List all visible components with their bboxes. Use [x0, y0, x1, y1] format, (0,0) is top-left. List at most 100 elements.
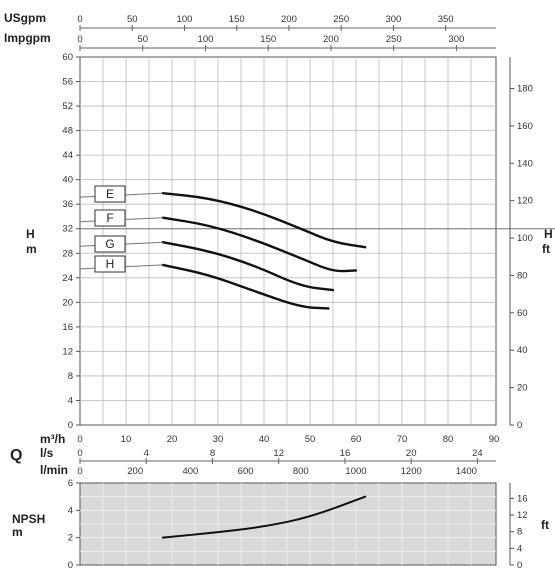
m3h-tick-group: 0 10 20 30 40 50 60 70 80 90 [77, 434, 499, 445]
m3h-tick-label: 30 [213, 434, 224, 445]
m3h-tick-label: 70 [397, 434, 408, 445]
head-left-tick-label: 0 [68, 420, 73, 431]
usgpm-tick-group: 0 50 100 150 200 250 300 350 [77, 14, 454, 31]
lmin-tick-label: 800 [293, 466, 309, 477]
npsh-left-unit: m [12, 525, 23, 539]
head-left-tick-label: 4 [68, 395, 73, 406]
impgpm-tick-label: 300 [449, 34, 465, 45]
head-left-tick-label: 32 [62, 224, 73, 235]
m3h-tick-label: 0 [77, 434, 82, 445]
npsh-right-tick-label: 16 [517, 493, 528, 504]
head-right-tick-label: 180 [517, 84, 533, 95]
head-curve-g [161, 241, 335, 292]
lmin-tick-label: 1200 [401, 466, 422, 477]
npsh-right-tick-label: 8 [517, 527, 522, 538]
ls-tick-label: 24 [472, 448, 483, 459]
m3h-tick-label: 90 [489, 434, 500, 445]
head-left-tick-label: 48 [62, 126, 73, 137]
head-left-tick-label: 52 [62, 101, 73, 112]
npsh-left-tick-label: 6 [68, 478, 73, 489]
usgpm-unit-label: USgpm [4, 11, 46, 25]
q-scales: Q m³/h 0 10 20 30 40 50 60 70 80 90 l/s 0 4 8 12 16 20… [10, 432, 499, 477]
head-left-tick-label: 28 [62, 248, 73, 259]
usgpm-tick-label: 0 [77, 14, 82, 25]
lmin-tick-label: 1000 [345, 466, 366, 477]
curve-label-box [94, 209, 126, 227]
npsh-curve [161, 495, 367, 539]
top-scales: USgpm 0 50 100 150 200 250 300 350 Impgpm 0 50 10… [4, 11, 496, 51]
curve-label-h: H [106, 257, 115, 271]
lmin-unit-label: l/min [40, 463, 68, 477]
head-right-tick-label: 80 [517, 270, 528, 281]
head-right-tick-label: 60 [517, 308, 528, 319]
head-curve-h [161, 263, 330, 310]
head-left-tick-label: 36 [62, 199, 73, 210]
ls-tick-label: 20 [406, 448, 417, 459]
head-right-label-ft: ft [542, 242, 550, 256]
curve-label-f: F [106, 211, 113, 225]
lmin-tick-label: 600 [238, 466, 254, 477]
lmin-tick-label: 400 [182, 466, 198, 477]
npsh-right-tick-label: 0 [517, 560, 522, 571]
npsh-chart: 0 2 4 6 0 4 8 12 16 NPSH m ft [12, 478, 549, 571]
head-left-label-h: H [26, 227, 35, 241]
head-curve-e [161, 191, 367, 249]
curve-label-g: G [105, 237, 114, 251]
head-right-tick-label: 0 [517, 420, 522, 431]
m3h-tick-label: 40 [259, 434, 270, 445]
head-left-tick-label: 8 [68, 371, 73, 382]
m3h-tick-label: 50 [305, 434, 316, 445]
head-left-tick-label: 44 [62, 150, 73, 161]
lmin-tick-group: 0 200 400 600 800 1000 1200 1400 [77, 466, 477, 477]
impgpm-tick-label: 150 [260, 34, 276, 45]
npsh-left-tick-label: 2 [68, 533, 73, 544]
head-right-tick-label: 100 [517, 233, 533, 244]
ls-tick-group: 0 4 8 12 16 20 24 [77, 448, 483, 464]
usgpm-tick-label: 250 [333, 14, 349, 25]
usgpm-tick-label: 50 [127, 14, 138, 25]
head-left-tick-label: 12 [62, 346, 73, 357]
usgpm-tick-label: 200 [281, 14, 297, 25]
npsh-left-tick-label: 4 [68, 505, 73, 516]
usgpm-tick-label: 150 [229, 14, 245, 25]
impgpm-tick-label: 0 [77, 34, 82, 45]
npsh-right-unit: ft [541, 518, 549, 532]
npsh-series-group [161, 495, 367, 539]
head-left-tick-label: 20 [62, 297, 73, 308]
npsh-grid [80, 483, 496, 565]
impgpm-tick-label: 200 [323, 34, 339, 45]
q-label: Q [10, 447, 22, 464]
head-left-tick-label: 16 [62, 322, 73, 333]
usgpm-tick-label: 350 [438, 14, 454, 25]
m3h-tick-label: 10 [121, 434, 132, 445]
head-series-group [79, 191, 367, 310]
npsh-right-ticks: 0 4 8 12 16 [509, 483, 528, 571]
npsh-left-ticks: 0 2 4 6 [68, 478, 80, 571]
m3h-tick-label: 80 [443, 434, 454, 445]
curve-label-box [94, 255, 126, 273]
head-plot-area [79, 56, 497, 426]
m3h-tick-label: 60 [351, 434, 362, 445]
head-curve-f [161, 216, 358, 273]
impgpm-tick-group: 0 50 100 150 200 250 300 [77, 34, 464, 51]
head-right-tick-label: 120 [517, 196, 533, 207]
head-left-tick-label: 24 [62, 273, 73, 284]
curve-label-box [94, 185, 126, 203]
lmin-tick-label: 0 [77, 466, 82, 477]
head-right-tick-label: 160 [517, 121, 533, 132]
impgpm-tick-label: 250 [386, 34, 402, 45]
head-right-tick-label: 140 [517, 158, 533, 169]
head-left-label-m: m [26, 242, 37, 256]
impgpm-tick-label: 100 [198, 34, 214, 45]
head-right-tick-label: 20 [517, 383, 528, 394]
curve-label-e: E [106, 187, 114, 201]
curve-label-box [94, 235, 126, 253]
ls-tick-label: 16 [340, 448, 351, 459]
impgpm-unit-label: Impgpm [4, 31, 51, 45]
usgpm-tick-label: 300 [385, 14, 401, 25]
npsh-right-tick-label: 4 [517, 543, 522, 554]
head-right-label-h: H [544, 227, 553, 241]
m3h-tick-label: 20 [167, 434, 178, 445]
